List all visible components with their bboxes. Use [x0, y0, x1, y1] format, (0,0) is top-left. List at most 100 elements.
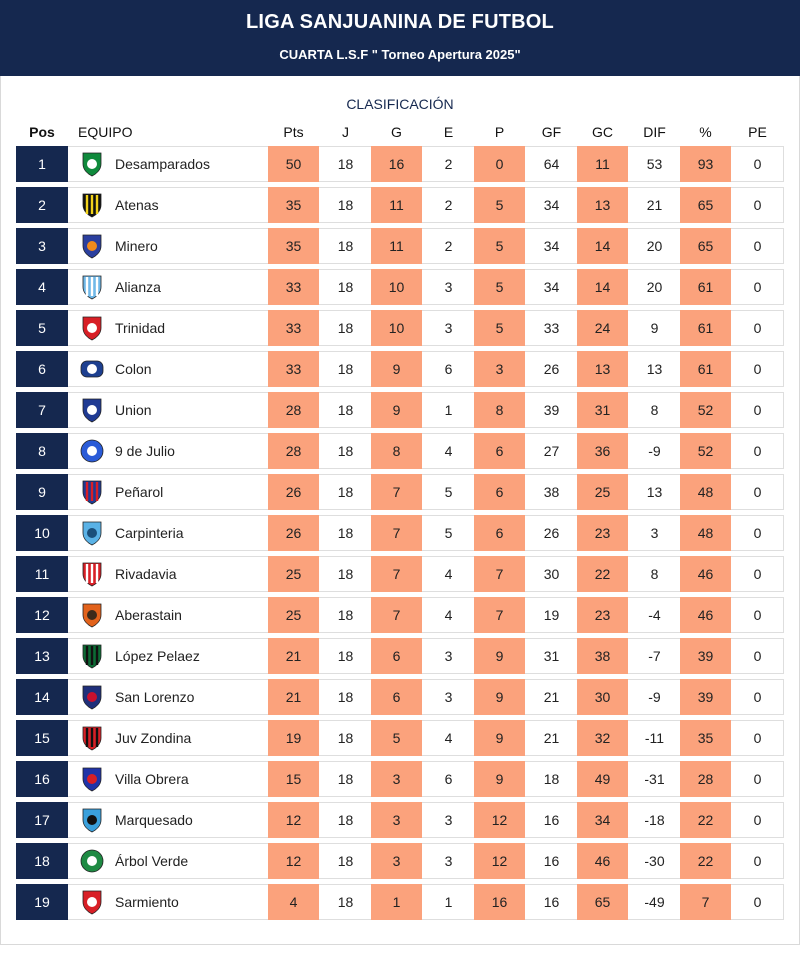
stat-pts: 12	[268, 802, 319, 838]
stat-pe: 0	[753, 320, 762, 336]
stat-j: 18	[337, 156, 354, 172]
stat-g: 6	[371, 679, 422, 715]
stat-pts: 25	[268, 556, 319, 592]
stat-gc: 36	[577, 433, 628, 469]
position-badge: 14	[16, 679, 68, 715]
stat-pct: 39	[680, 679, 731, 715]
stat-pts: 4	[268, 884, 319, 920]
stat-pe: 0	[753, 443, 762, 459]
stat-j: 18	[337, 730, 354, 746]
stat-pts: 35	[268, 228, 319, 264]
stat-pe: 0	[753, 607, 762, 623]
stat-pe: 0	[753, 648, 762, 664]
stat-dif: 13	[646, 361, 663, 377]
stat-e: 3	[444, 689, 453, 705]
stat-pct: 46	[680, 597, 731, 633]
stat-p: 6	[474, 433, 525, 469]
stat-p: 12	[474, 843, 525, 879]
league-title: LIGA SANJUANINA DE FUTBOL	[246, 11, 554, 33]
stat-e: 3	[444, 279, 453, 295]
stat-p: 6	[474, 474, 525, 510]
position-badge: 1	[16, 146, 68, 182]
stat-g: 7	[371, 556, 422, 592]
stat-p: 5	[474, 269, 525, 305]
stat-e: 3	[444, 853, 453, 869]
position-badge: 16	[16, 761, 68, 797]
team-name: Juv Zondina	[115, 730, 192, 746]
stat-gf: 16	[543, 812, 560, 828]
stat-pe: 0	[753, 689, 762, 705]
table-row: 3 Minero 35 18 11 2 5 34 14 20 65 0	[16, 228, 784, 264]
stat-j: 18	[337, 402, 354, 418]
stat-dif: -30	[644, 853, 665, 869]
stat-g: 6	[371, 638, 422, 674]
stat-pct: 93	[680, 146, 731, 182]
stat-e: 4	[444, 566, 453, 582]
stat-pct: 61	[680, 269, 731, 305]
stat-g: 3	[371, 843, 422, 879]
table-row: 13 López Pelaez 21 18 6 3 9 31 38 -7 39 0	[16, 638, 784, 674]
stat-dif: 9	[650, 320, 659, 336]
column-header-gc: GC	[592, 124, 613, 140]
table-row: 7 Union 28 18 9 1 8 39 31 8 52 0	[16, 392, 784, 428]
marquesado-crest-icon	[82, 808, 102, 833]
stat-gc: 49	[577, 761, 628, 797]
column-header-pct: %	[699, 124, 712, 140]
stat-gc: 23	[577, 515, 628, 551]
juv-zondina-crest-icon	[82, 726, 102, 751]
stat-pts: 33	[268, 310, 319, 346]
team-name: 9 de Julio	[115, 443, 175, 459]
stat-pe: 0	[753, 894, 762, 910]
stat-gf: 26	[543, 361, 560, 377]
stat-dif: 20	[646, 279, 663, 295]
stat-dif: 53	[646, 156, 663, 172]
stat-pts: 33	[268, 269, 319, 305]
team-name: Sarmiento	[115, 894, 179, 910]
stat-p: 5	[474, 310, 525, 346]
team-name: Rivadavia	[115, 566, 177, 582]
stat-p: 7	[474, 556, 525, 592]
stat-e: 3	[444, 812, 453, 828]
stat-pct: 48	[680, 515, 731, 551]
team-name: Atenas	[115, 197, 159, 213]
table-row: 18 Árbol Verde 12 18 3 3 12 16 46 -30 22 0	[16, 843, 784, 879]
table-row: 19 Sarmiento 4 18 1 1 16 16 65 -49 7 0	[16, 884, 784, 920]
stat-e: 3	[444, 648, 453, 664]
stat-pct: 65	[680, 187, 731, 223]
stat-dif: 8	[650, 566, 659, 582]
stat-g: 8	[371, 433, 422, 469]
stat-pct: 35	[680, 720, 731, 756]
stat-g: 11	[371, 228, 422, 264]
atenas-crest-icon	[82, 193, 102, 218]
team-name: Alianza	[115, 279, 161, 295]
stat-j: 18	[337, 320, 354, 336]
team-name: Aberastain	[115, 607, 182, 623]
stat-j: 18	[337, 361, 354, 377]
stat-pts: 28	[268, 433, 319, 469]
stat-e: 6	[444, 771, 453, 787]
stat-j: 18	[337, 197, 354, 213]
position-badge: 18	[16, 843, 68, 879]
stat-dif: 3	[650, 525, 659, 541]
stat-p: 12	[474, 802, 525, 838]
table-row: 16 Villa Obrera 15 18 3 6 9 18 49 -31 28 0	[16, 761, 784, 797]
stat-pct: 48	[680, 474, 731, 510]
stat-gc: 13	[577, 187, 628, 223]
stat-pct: 52	[680, 433, 731, 469]
table-row: 11 Rivadavia 25 18 7 4 7 30 22 8 46 0	[16, 556, 784, 592]
stat-g: 9	[371, 351, 422, 387]
stat-dif: 21	[646, 197, 663, 213]
column-header-pos: Pos	[29, 124, 55, 140]
stat-j: 18	[337, 238, 354, 254]
stat-gf: 34	[543, 238, 560, 254]
stat-pct: 39	[680, 638, 731, 674]
stat-dif: -9	[648, 443, 661, 459]
sarmiento-crest-icon	[82, 890, 102, 915]
table-row: 15 Juv Zondina 19 18 5 4 9 21 32 -11 35 0	[16, 720, 784, 756]
stat-dif: -9	[648, 689, 661, 705]
stat-pts: 35	[268, 187, 319, 223]
stat-gf: 21	[543, 689, 560, 705]
stat-e: 5	[444, 484, 453, 500]
aberastain-crest-icon	[82, 603, 102, 628]
stat-gf: 19	[543, 607, 560, 623]
